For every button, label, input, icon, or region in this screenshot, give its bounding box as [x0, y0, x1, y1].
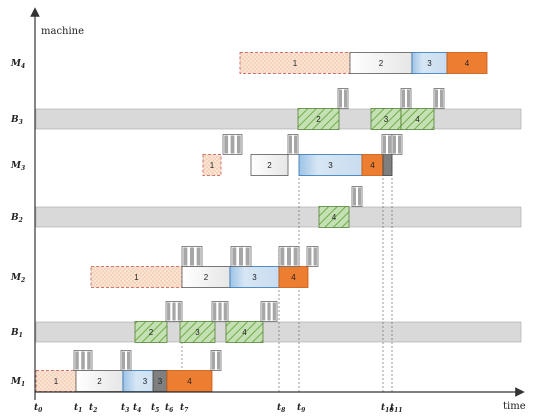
- job-label-b3-19: 3: [384, 115, 389, 124]
- transfer-markers: [73, 88, 445, 371]
- tick-label-t3: t3: [121, 403, 129, 414]
- buffer-bands: [35, 108, 522, 343]
- job-label-m4-24: 4: [465, 59, 470, 68]
- transfer-marker-b2-10: [351, 186, 363, 207]
- job-blocks: 1 2 3 3 4 2 3 4 1 2 3 4 4 1 2 3 4 2 3 4 1 2 3 4: [35, 52, 488, 392]
- job-block-m3-17: [382, 154, 393, 176]
- transfer-marker-m2-6: [181, 246, 203, 267]
- job-label-m2-11: 4: [291, 273, 296, 282]
- tick-label-t6: t6: [165, 403, 174, 414]
- buffer-band-b3: [35, 108, 522, 130]
- row-label-m3: M3: [10, 161, 25, 172]
- y-axis-title: machine: [41, 26, 84, 37]
- row-label-b2: B2: [10, 213, 23, 224]
- job-label-m2-8: 1: [134, 273, 139, 282]
- job-label-m4-22: 2: [379, 59, 384, 68]
- job-block-b1-6: [179, 321, 216, 343]
- job-label-m3-15: 3: [328, 161, 333, 170]
- job-label-m4-23: 3: [427, 59, 432, 68]
- job-label-m1-4: 4: [187, 377, 192, 386]
- tick-label-t1: t1: [74, 403, 82, 414]
- tick-label-t10: t10: [381, 403, 394, 414]
- transfer-marker-m3-14: [391, 134, 403, 155]
- job-label-m3-14: 2: [267, 161, 272, 170]
- row-label-m2: M2: [10, 273, 25, 284]
- transfer-marker-m2-9: [306, 246, 319, 267]
- job-label-m2-9: 2: [204, 273, 209, 282]
- job-label-b1-6: 3: [195, 328, 200, 337]
- transfer-marker-m1-0: [73, 350, 93, 371]
- job-block-b3-18: [297, 108, 340, 130]
- transfer-marker-b1-4: [211, 301, 229, 322]
- tick-label-t8: t8: [277, 403, 286, 414]
- transfer-marker-m1-1: [120, 350, 132, 371]
- job-block-m3-13: [202, 154, 222, 176]
- job-label-m4-21: 1: [293, 59, 298, 68]
- job-label-m3-13: 1: [210, 161, 215, 170]
- job-label-b3-20: 4: [415, 115, 420, 124]
- tick-label-t0: t0: [34, 403, 43, 414]
- transfer-marker-b3-17: [433, 88, 445, 109]
- row-label-m4: M4: [10, 59, 25, 70]
- tick-label-t9: t9: [297, 403, 306, 414]
- job-block-b1-5: [134, 321, 168, 343]
- job-label-b2-12: 4: [332, 213, 337, 222]
- job-label-b1-7: 4: [242, 328, 247, 337]
- tick-label-t4: t4: [133, 403, 141, 414]
- tick-label-t11: t11: [390, 403, 403, 414]
- job-label-m2-10: 3: [252, 273, 257, 282]
- job-block-b1-7: [225, 321, 264, 343]
- transfer-marker-m3-11: [222, 134, 243, 155]
- transfer-marker-b3-15: [337, 88, 349, 109]
- buffer-band-b1: [35, 321, 522, 343]
- job-block-b3-20: [400, 108, 435, 130]
- tick-label-t7: t7: [180, 403, 189, 414]
- row-labels: M4 B3 M3 B2 M2 B1 M1: [10, 59, 25, 388]
- row-label-b1: B1: [10, 328, 23, 339]
- tick-label-t5: t5: [151, 403, 159, 414]
- transfer-marker-b1-3: [165, 301, 183, 322]
- transfer-marker-m2-8: [278, 246, 300, 267]
- job-label-m1-3: 3: [158, 377, 163, 386]
- job-label-b3-18: 2: [316, 115, 321, 124]
- transfer-marker-m1-2: [210, 350, 222, 371]
- row-label-b3: B3: [10, 115, 23, 126]
- transfer-marker-m3-12: [287, 134, 299, 155]
- transfer-marker-m2-7: [230, 246, 252, 267]
- job-block-m4-24: [446, 52, 488, 74]
- transfer-marker-b3-16: [400, 88, 412, 109]
- x-axis-title: time: [503, 401, 526, 412]
- tick-label-t2: t2: [89, 403, 97, 414]
- job-label-m3-16: 4: [370, 161, 375, 170]
- job-block-b2-12: [318, 206, 350, 228]
- job-label-m1-1: 2: [97, 377, 102, 386]
- transfer-marker-m3-13: [381, 134, 393, 155]
- job-label-m1-0: 1: [54, 377, 59, 386]
- row-label-m1: M1: [10, 377, 25, 388]
- job-label-m1-2: 3: [143, 377, 148, 386]
- buffer-band-b2: [35, 206, 522, 228]
- job-block-m3-14: [250, 154, 289, 176]
- job-label-b1-5: 2: [149, 328, 154, 337]
- transfer-marker-b1-5: [260, 301, 278, 322]
